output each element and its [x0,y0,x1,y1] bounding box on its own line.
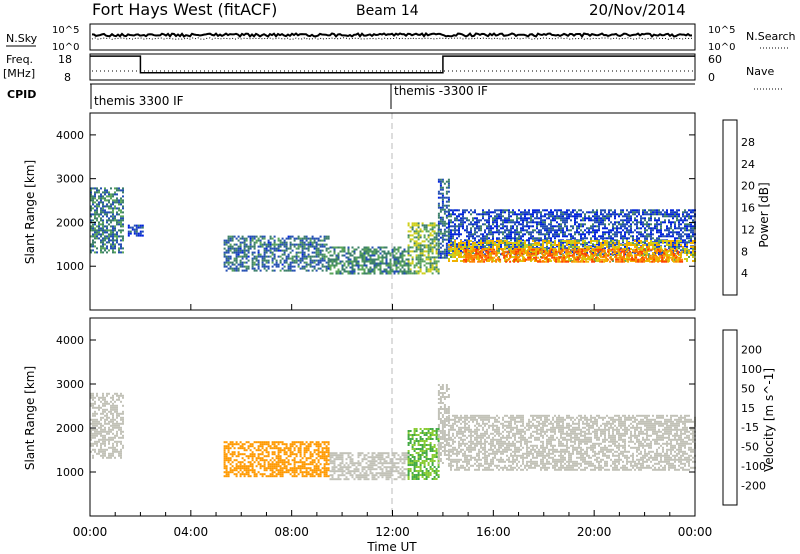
x-tick-label-4: 16:00 [476,525,511,539]
power-colorbar-tick-4: 20 [741,180,755,193]
velocity-colorbar-tick-3: 15 [741,402,755,415]
station-title: Fort Hays West (fitACF) [92,0,277,19]
x-tick-label-6: 00:00 [678,525,713,539]
echo-region-0 [90,187,124,254]
beam-label: Beam 14 [356,3,419,19]
velocity-colorbar-tick-0: 200 [741,343,762,356]
x-tick-label-3: 12:00 [375,525,410,539]
power-colorbar-tick-0: 4 [741,267,748,280]
freq-tick-low: 8 [64,71,71,84]
echo-region-8 [463,248,684,263]
freq-tick-high: 18 [58,53,72,66]
velocity-colorbar-label: Velocity [m s^-1] [762,368,776,472]
y-tick-label-0: 1000 [56,260,84,273]
velocity-colorbar-tick-6: -100 [741,460,766,473]
echo-region-2 [329,452,410,481]
y-tick-label-3: 4000 [56,334,84,347]
velocity-colorbar-tick-5: -50 [741,441,759,454]
echo-region-1 [223,441,330,478]
velocity-colorbar-tick-7: -200 [741,480,766,493]
freq-label: Freq. [6,53,33,66]
echo-region-1 [127,224,144,237]
x-tick-label-5: 20:00 [577,525,612,539]
power-colorbar-tick-3: 16 [741,202,755,215]
velocity-colorbar-tick-1: 100 [741,363,762,376]
echo-region-3 [329,246,410,275]
time-x-axis: 00:00 04:00 08:00 12:00 16:00 20:00 00:00 [73,304,713,539]
power-y-axis: 1000 2000 3000 4000 [56,129,695,273]
freq-line [90,55,695,74]
nave-tick-high: 60 [708,53,722,66]
power-data-layer [90,178,696,275]
velocity-colorbar: 200 100 50 15 -15 -50 -100 -200 [722,329,766,506]
nsearch-line [91,37,693,40]
y-tick-label-2: 3000 [56,173,84,186]
y-tick-label-3: 4000 [56,129,84,142]
y-tick-label-1: 2000 [56,422,84,435]
date-label: 20/Nov/2014 [589,1,686,19]
echo-region-5 [437,178,450,259]
echo-region-2 [223,235,330,272]
velocity-colorbar-frame [722,329,738,506]
power-ylabel: Slant Range [km] [23,160,37,264]
velocity-colorbar-tick-2: 50 [741,382,755,395]
echo-region-4 [407,222,440,275]
nsky-strip [89,23,696,51]
power-colorbar-tick-2: 12 [741,223,755,236]
y-tick-label-0: 1000 [56,466,84,479]
power-colorbar-label: Power [dB] [757,182,771,247]
nsky-label: N.Sky [6,32,38,45]
x-tick-label-0: 00:00 [73,525,108,539]
nsearch-label: N.Search [746,30,796,43]
power-colorbar-tick-1: 8 [741,245,748,258]
nsearch-tick-low: 10^0 [708,42,735,53]
echo-region-3 [407,428,440,480]
nsky-line [91,32,693,39]
velocity-data-layer [90,384,696,481]
echo-region-0 [90,392,124,459]
power-colorbar-frame [722,119,738,296]
freq-strip [89,53,696,81]
nave-tick-low: 0 [708,71,715,84]
freq-unit: [MHz] [3,67,35,80]
x-tick-label-2: 08:00 [274,525,309,539]
x-tick-label-1: 04:00 [174,525,209,539]
y-tick-label-1: 2000 [56,216,84,229]
velocity-ylabel: Slant Range [km] [23,366,37,470]
echo-region-5 [448,414,696,471]
nsky-tick-low: 10^0 [52,42,79,53]
nsearch-tick-high: 10^5 [708,25,735,36]
velocity-colorbar-tick-4: -15 [741,421,759,434]
x-axis-title: Time UT [366,540,417,554]
power-colorbar-tick-6: 28 [741,136,755,149]
nave-label: Nave [746,65,774,78]
cpid-label: CPID [7,88,36,101]
cpid-mode-1: themis 3300 IF [94,94,184,108]
power-colorbar-tick-5: 24 [741,158,755,171]
y-tick-label-2: 3000 [56,378,84,391]
velocity-y-axis: 1000 2000 3000 4000 [56,334,695,479]
power-colorbar: 4 8 12 16 20 24 28 [722,119,755,296]
cpid-mode-2: themis -3300 IF [394,84,488,98]
nsky-tick-high: 10^5 [52,25,79,36]
